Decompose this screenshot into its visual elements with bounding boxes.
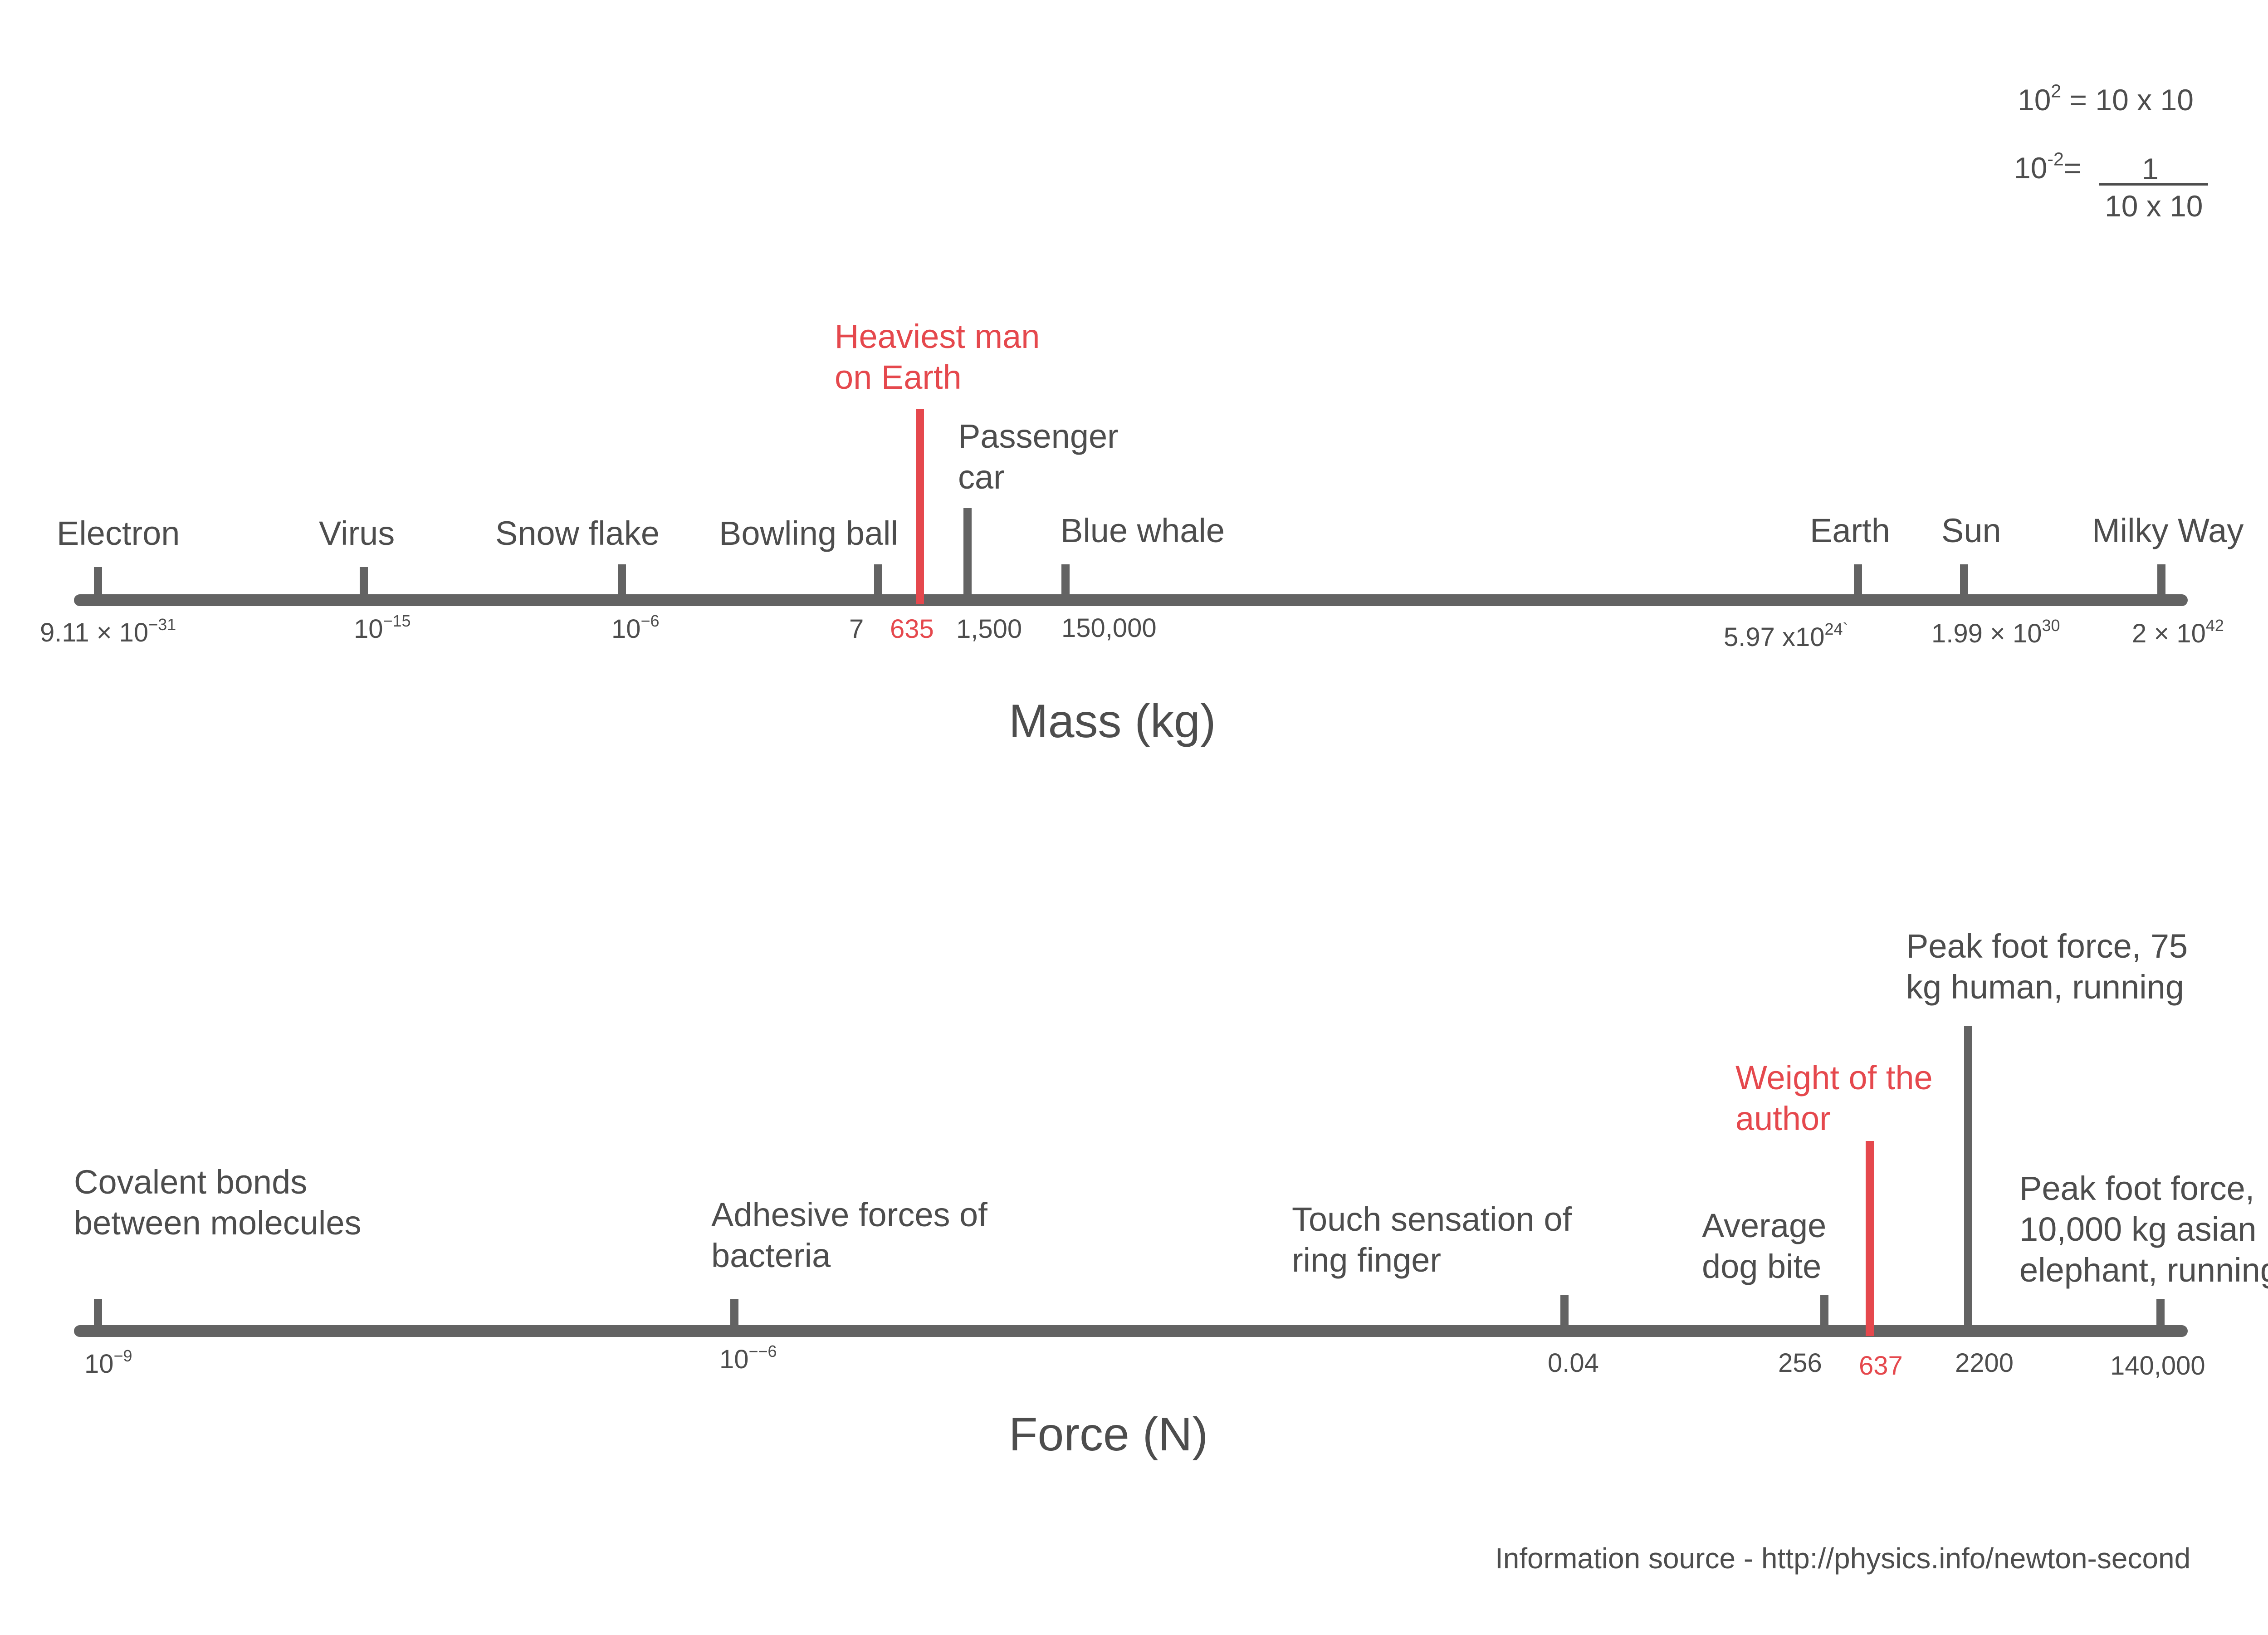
- inverse-numerator: 1: [2142, 152, 2159, 186]
- mass-label-heaviest-man-line1: Heaviest man: [835, 318, 1040, 355]
- force-tick-weight-author: [1866, 1141, 1874, 1336]
- square-formula: 102 = 10 x 10: [2018, 82, 2194, 118]
- mass-value-earth: 5.97 x1024`: [1724, 619, 1848, 652]
- mass-value-bowling-ball: 7: [849, 614, 864, 644]
- mass-value-snow-flake: 10−6: [611, 611, 660, 644]
- mass-value-milky-way: 2 × 1042: [2132, 616, 2224, 648]
- force-label-elephant-line2: 10,000 kg asian: [2019, 1210, 2257, 1248]
- mass-axis-line: [74, 594, 2188, 606]
- mass-tick-heaviest-man: [916, 409, 924, 604]
- inverse-denominator: 10 x 10: [2105, 189, 2203, 223]
- mass-value-electron: 9.11 × 10−31: [40, 615, 176, 647]
- mass-label-sun: Sun: [1941, 512, 2001, 549]
- mass-tick-passenger-car: [963, 508, 972, 599]
- mass-tick-milky-way: [2157, 564, 2165, 599]
- force-label-author-line1: Weight of the: [1735, 1059, 1933, 1097]
- fraction-line: [2099, 183, 2208, 186]
- force-value-elephant-running: 140,000: [2110, 1351, 2205, 1380]
- mass-label-heaviest-man-line2: on Earth: [835, 358, 962, 396]
- mass-label-milky-way: Milky Way: [2092, 512, 2244, 549]
- force-label-touch-line1: Touch sensation of: [1292, 1200, 1572, 1238]
- force-label-author-line2: author: [1735, 1100, 1831, 1137]
- mass-value-blue-whale: 150,000: [1061, 613, 1157, 643]
- mass-value-passenger-car: 1,500: [956, 614, 1022, 644]
- mass-label-electron: Electron: [57, 514, 180, 552]
- mass-value-virus: 10−15: [354, 611, 411, 644]
- mass-tick-virus: [360, 567, 368, 599]
- mass-label-earth: Earth: [1810, 512, 1890, 549]
- force-tick-adhesive-forces: [730, 1299, 738, 1331]
- force-value-human-running: 2200: [1955, 1348, 2014, 1378]
- inverse-base: 10: [2014, 151, 2048, 185]
- mass-value-heaviest-man: 635: [890, 614, 934, 644]
- force-label-dog-bite-line1: Average: [1702, 1207, 1827, 1244]
- inverse-exp: -2: [2047, 148, 2064, 170]
- mass-label-snow-flake: Snow flake: [495, 514, 660, 552]
- inverse-formula: 10-2=: [2014, 150, 2081, 186]
- mass-label-passenger-car-line2: car: [958, 458, 1005, 496]
- force-label-dog-bite-line2: dog bite: [1702, 1248, 1822, 1285]
- mass-tick-electron: [94, 567, 102, 599]
- force-value-adhesive-forces: 10−−6: [719, 1341, 777, 1374]
- force-tick-touch-sensation: [1560, 1295, 1569, 1331]
- mass-tick-earth: [1854, 564, 1862, 599]
- force-tick-human-running: [1964, 1026, 1972, 1331]
- force-label-elephant-line1: Peak foot force,: [2019, 1170, 2255, 1207]
- force-axis-line: [74, 1325, 2188, 1337]
- force-label-covalent-line1: Covalent bonds: [74, 1163, 308, 1201]
- mass-value-sun: 1.99 × 1030: [1931, 616, 2060, 648]
- mass-label-bowling-ball: Bowling ball: [719, 514, 898, 552]
- mass-label-passenger-car-line1: Passenger: [958, 417, 1119, 455]
- square-exp: 2: [2051, 80, 2062, 102]
- source-note: Information source - http://physics.info…: [1495, 1542, 2191, 1575]
- mass-label-blue-whale: Blue whale: [1061, 512, 1225, 549]
- force-value-dog-bite: 256: [1778, 1348, 1822, 1378]
- force-label-touch-line2: ring finger: [1292, 1241, 1442, 1279]
- square-rhs: = 10 x 10: [2069, 83, 2194, 117]
- force-label-human-line2: kg human, running: [1906, 968, 2184, 1006]
- force-label-elephant-line3: elephant, running: [2019, 1251, 2268, 1289]
- mass-tick-snow-flake: [618, 564, 626, 599]
- force-label-adhesive-line2: bacteria: [711, 1237, 831, 1274]
- force-label-adhesive-line1: Adhesive forces of: [711, 1196, 987, 1234]
- mass-tick-bowling-ball: [874, 564, 882, 599]
- force-value-covalent-bonds: 10−9: [84, 1346, 132, 1379]
- force-tick-covalent-bonds: [94, 1299, 102, 1331]
- force-tick-dog-bite: [1820, 1295, 1828, 1331]
- force-label-human-line1: Peak foot force, 75: [1906, 927, 2188, 965]
- mass-tick-sun: [1960, 564, 1968, 599]
- square-base: 10: [2018, 83, 2051, 117]
- mass-tick-blue-whale: [1061, 564, 1070, 599]
- mass-label-virus: Virus: [319, 514, 395, 552]
- force-value-touch-sensation: 0.04: [1548, 1348, 1599, 1378]
- mass-axis-title: Mass (kg): [1009, 695, 1216, 748]
- force-label-covalent-line2: between molecules: [74, 1204, 362, 1242]
- inverse-eq: =: [2063, 151, 2082, 185]
- force-value-weight-author: 637: [1859, 1351, 1903, 1380]
- force-axis-title: Force (N): [1009, 1408, 1208, 1461]
- force-tick-elephant-running: [2156, 1299, 2165, 1331]
